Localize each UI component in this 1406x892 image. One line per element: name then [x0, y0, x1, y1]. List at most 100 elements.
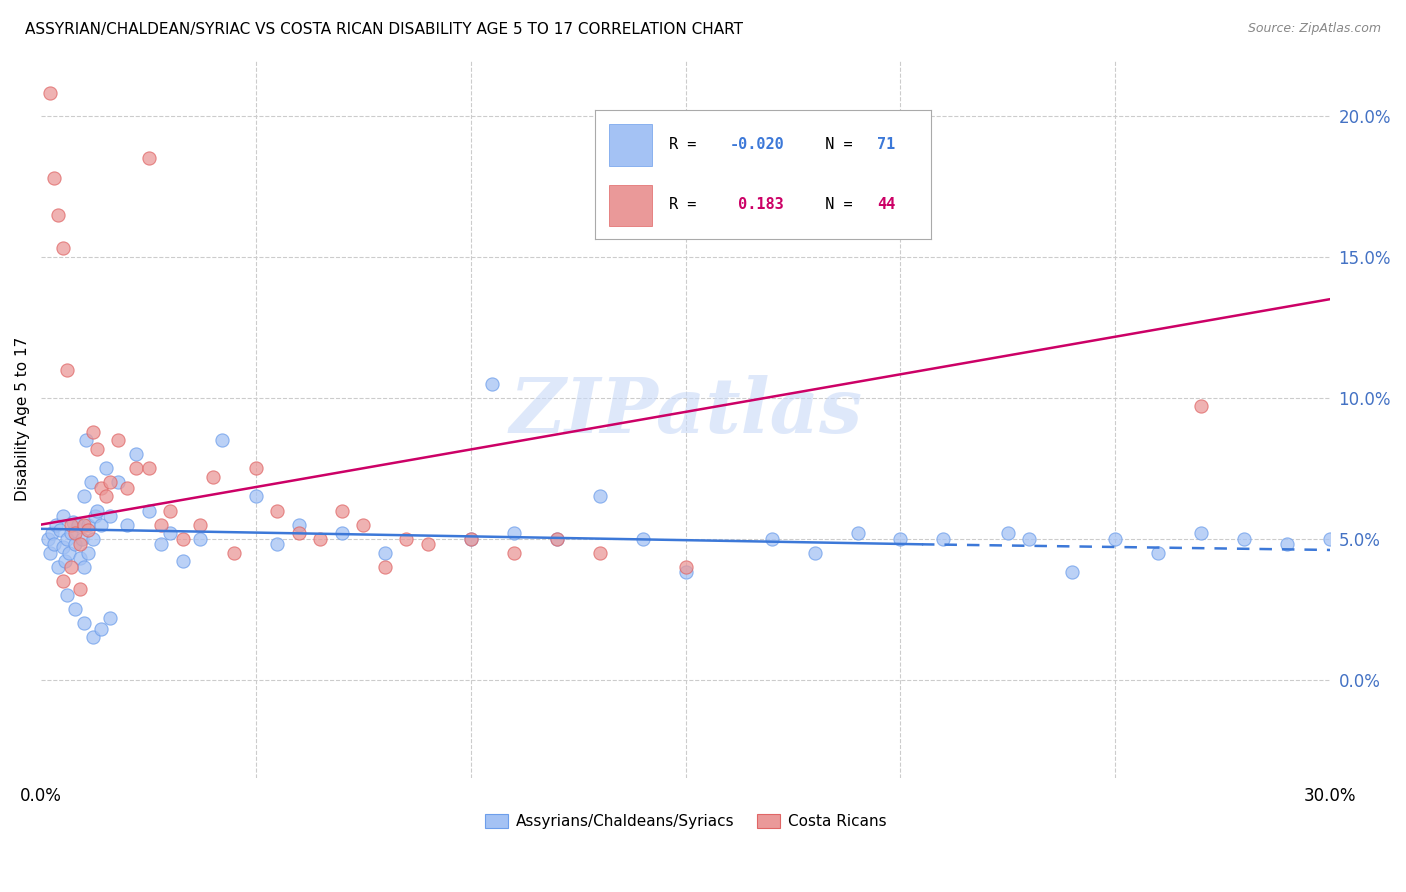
Point: [1233, 532, 1256, 546]
Point: [90, 481, 112, 495]
Point: [52, 509, 75, 524]
Point: [42, 171, 65, 186]
Point: [1147, 546, 1170, 560]
Point: [94, 461, 117, 475]
Point: [1277, 537, 1299, 551]
Point: [172, 554, 194, 568]
Point: [45, 517, 67, 532]
Point: [73, 559, 96, 574]
Point: [107, 433, 129, 447]
Point: [38, 87, 60, 101]
Point: [997, 526, 1019, 541]
Point: [86, 503, 108, 517]
Point: [86, 442, 108, 456]
Text: ZIPatlas: ZIPatlas: [509, 375, 862, 449]
Point: [98, 610, 121, 624]
Point: [52, 574, 75, 588]
Point: [211, 433, 233, 447]
Point: [761, 532, 783, 546]
Point: [224, 546, 246, 560]
Point: [288, 517, 311, 532]
Point: [1319, 532, 1341, 546]
Point: [52, 241, 75, 255]
Point: [330, 526, 353, 541]
Point: [73, 616, 96, 631]
Point: [803, 546, 825, 560]
Point: [75, 433, 97, 447]
Point: [188, 532, 211, 546]
Point: [352, 517, 374, 532]
Point: [69, 582, 91, 597]
Point: [42, 537, 65, 551]
Point: [172, 532, 194, 546]
Point: [481, 376, 503, 391]
Point: [37, 532, 59, 546]
Point: [79, 475, 101, 490]
Point: [65, 526, 87, 541]
Point: [94, 490, 117, 504]
Point: [309, 532, 332, 546]
Point: [631, 532, 654, 546]
Point: [460, 532, 482, 546]
Point: [56, 532, 79, 546]
Point: [546, 532, 568, 546]
Point: [77, 517, 100, 532]
Point: [416, 537, 439, 551]
Point: [138, 503, 160, 517]
Point: [56, 362, 79, 376]
Point: [60, 559, 83, 574]
Point: [201, 469, 224, 483]
Point: [675, 559, 697, 574]
Point: [90, 517, 112, 532]
Point: [932, 532, 955, 546]
Point: [77, 546, 100, 560]
Point: [115, 517, 138, 532]
Point: [1018, 532, 1040, 546]
Point: [138, 461, 160, 475]
Point: [83, 509, 105, 524]
Point: [46, 559, 69, 574]
Point: [460, 532, 482, 546]
Point: [69, 537, 91, 551]
Point: [502, 546, 524, 560]
Point: [266, 503, 288, 517]
Point: [98, 475, 121, 490]
Text: Source: ZipAtlas.com: Source: ZipAtlas.com: [1247, 22, 1381, 36]
Point: [395, 532, 418, 546]
Point: [330, 503, 353, 517]
Point: [46, 208, 69, 222]
Point: [82, 630, 104, 644]
Point: [52, 540, 75, 554]
Point: [73, 517, 96, 532]
Point: [98, 509, 121, 524]
Point: [1062, 566, 1084, 580]
Point: [374, 546, 396, 560]
Point: [245, 490, 267, 504]
Point: [82, 532, 104, 546]
Point: [245, 461, 267, 475]
Point: [266, 537, 288, 551]
Point: [77, 523, 100, 537]
Point: [65, 537, 87, 551]
Point: [1189, 526, 1212, 541]
Point: [49, 523, 72, 537]
Point: [1104, 532, 1126, 546]
Point: [124, 461, 146, 475]
Point: [70, 532, 93, 546]
Point: [374, 559, 396, 574]
Point: [65, 602, 87, 616]
Point: [41, 526, 63, 541]
Point: [90, 622, 112, 636]
Point: [589, 546, 612, 560]
Point: [60, 517, 83, 532]
Point: [58, 546, 80, 560]
Point: [288, 526, 311, 541]
Point: [66, 517, 89, 532]
Point: [107, 475, 129, 490]
Point: [115, 481, 138, 495]
Point: [546, 532, 568, 546]
Point: [53, 554, 76, 568]
Point: [56, 588, 79, 602]
Point: [188, 517, 211, 532]
Point: [502, 526, 524, 541]
